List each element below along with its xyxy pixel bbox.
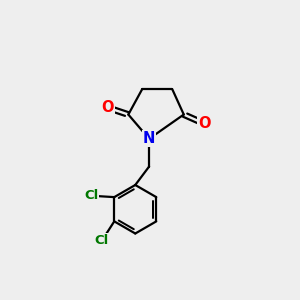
Text: N: N: [143, 131, 155, 146]
Text: Cl: Cl: [84, 190, 98, 202]
Text: Cl: Cl: [94, 234, 109, 247]
Text: O: O: [198, 116, 211, 131]
Text: O: O: [101, 100, 114, 115]
